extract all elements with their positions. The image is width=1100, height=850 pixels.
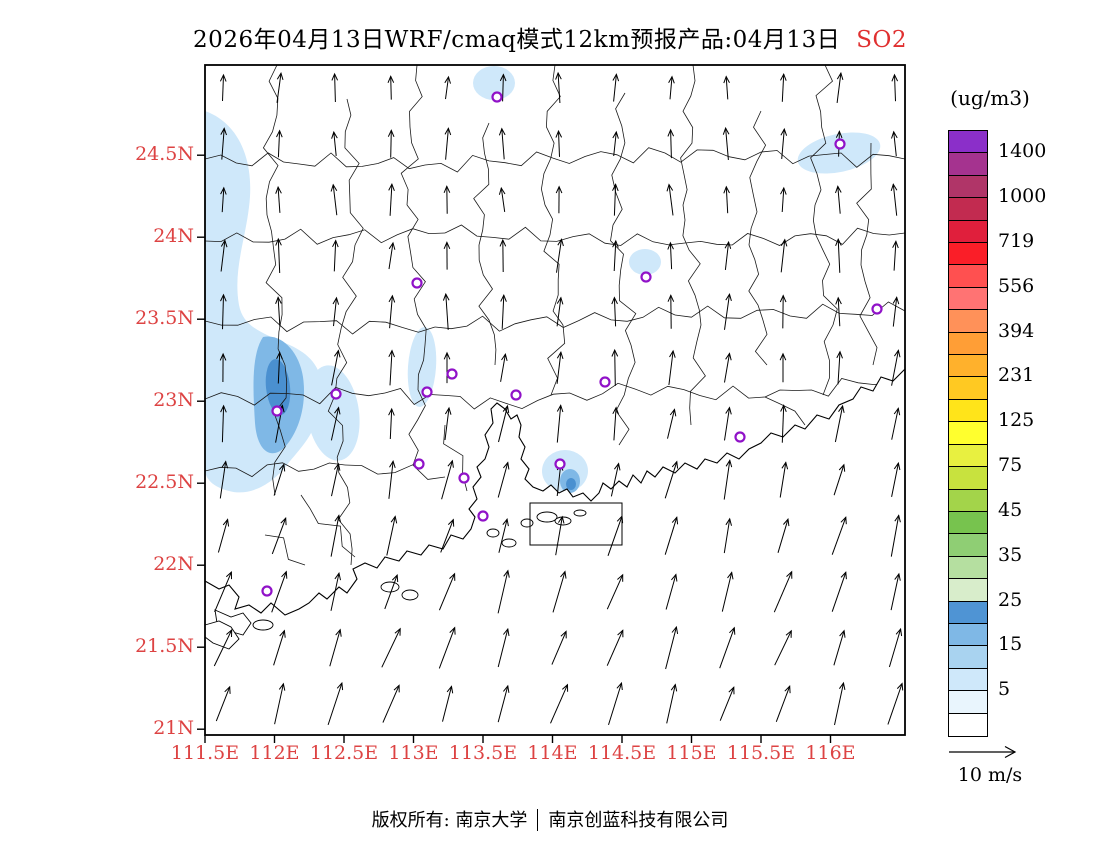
lon-tick-label: 113E xyxy=(388,742,439,764)
legend-cell xyxy=(949,153,987,176)
legend-cell xyxy=(949,624,987,646)
legend-cell xyxy=(949,310,987,333)
lat-tick-label: 22N xyxy=(153,553,194,576)
wind-vectors xyxy=(213,71,904,726)
legend-cell xyxy=(949,243,987,265)
lat-tick-label: 24N xyxy=(153,225,194,248)
study-region-box xyxy=(529,502,623,546)
legend-value: 45 xyxy=(998,499,1023,521)
legend-value: 15 xyxy=(998,633,1023,655)
legend-cell xyxy=(949,333,987,355)
coastline xyxy=(204,368,906,616)
legend-value: 1400 xyxy=(998,140,1047,162)
legend-cell xyxy=(949,467,987,490)
legend-value: 394 xyxy=(998,320,1035,342)
legend-cell xyxy=(949,377,987,400)
admin-boundaries xyxy=(205,65,905,566)
legend-cell xyxy=(949,490,987,512)
city-marker-icon xyxy=(554,458,566,470)
lon-tick-label: 114.5E xyxy=(587,742,657,764)
city-marker-icon xyxy=(510,389,522,401)
copyright-company: 南京创蓝科技有限公司 xyxy=(548,810,729,831)
city-marker-icon xyxy=(599,376,611,388)
legend-cell xyxy=(949,355,987,377)
legend-unit-label: (ug/m3) xyxy=(950,86,1030,110)
lat-tick-label: 23N xyxy=(153,389,194,412)
legend-cell xyxy=(949,714,987,736)
copyright: 版权所有: 南京大学 南京创蓝科技有限公司 xyxy=(0,806,1100,832)
chart-title-main: 2026年04月13日WRF/cmaq模式12km预报产品:04月13日 xyxy=(193,27,841,53)
lon-tick-label: 114E xyxy=(527,742,578,764)
lon-tick-label: 115.5E xyxy=(726,742,796,764)
lon-tick-label: 111.5E xyxy=(170,742,240,764)
legend-value: 5 xyxy=(998,678,1011,700)
lon-tick-label: 113.5E xyxy=(448,742,518,764)
lat-tick-label: 21N xyxy=(153,717,194,740)
city-marker-icon xyxy=(411,277,423,289)
city-marker-icon xyxy=(421,386,433,398)
legend-cell xyxy=(949,198,987,221)
legend-value: 719 xyxy=(998,230,1035,252)
city-station-markers xyxy=(261,91,883,597)
legend-cell xyxy=(949,602,987,624)
legend-cell xyxy=(949,534,987,557)
legend-cell xyxy=(949,445,987,467)
city-marker-icon xyxy=(458,472,470,484)
legend-value: 1000 xyxy=(998,185,1047,207)
city-marker-icon xyxy=(834,138,846,150)
chart-title: 2026年04月13日WRF/cmaq模式12km预报产品:04月13日 SO2 xyxy=(0,20,1100,54)
lon-tick-label: 116E xyxy=(805,742,856,764)
legend-cell xyxy=(949,691,987,714)
legend-cell xyxy=(949,512,987,534)
city-marker-icon xyxy=(271,405,283,417)
legend-value: 556 xyxy=(998,275,1035,297)
wind-scale-label: 10 m/s xyxy=(957,764,1023,786)
legend-cell xyxy=(949,400,987,422)
legend-cell xyxy=(949,265,987,288)
copyright-owner: 版权所有: 南京大学 xyxy=(371,810,528,831)
legend-value: 231 xyxy=(998,364,1035,386)
legend-cell xyxy=(949,646,987,669)
legend-value: 75 xyxy=(998,454,1023,476)
city-marker-icon xyxy=(477,510,489,522)
lat-tick-label: 24.5N xyxy=(135,143,194,166)
legend-value: 25 xyxy=(998,589,1023,611)
color-scale xyxy=(948,130,988,737)
legend-value: 125 xyxy=(998,409,1035,431)
legend-cell xyxy=(949,221,987,243)
city-marker-icon xyxy=(734,431,746,443)
city-marker-icon xyxy=(640,271,652,283)
legend-cell xyxy=(949,288,987,310)
lon-tick-label: 112.5E xyxy=(309,742,379,764)
so2-concentration-shading xyxy=(205,66,881,493)
legend-cell xyxy=(949,557,987,579)
wind-scale-arrow-icon xyxy=(949,745,1017,759)
city-marker-icon xyxy=(261,585,273,597)
legend-cell xyxy=(949,669,987,691)
city-marker-icon xyxy=(330,388,342,400)
lon-tick-label: 112E xyxy=(249,742,300,764)
copyright-divider xyxy=(537,809,539,831)
forecast-map xyxy=(197,64,906,743)
legend-cell xyxy=(949,131,987,153)
legend-cell xyxy=(949,579,987,602)
lat-tick-label: 22.5N xyxy=(135,471,194,494)
lat-tick-label: 21.5N xyxy=(135,635,194,658)
color-scale-labels: 1400 1000 719 556 394 231 125 75 45 35 25 15 5 xyxy=(998,130,1078,735)
chart-title-species: SO2 xyxy=(856,27,907,53)
islands xyxy=(204,509,587,650)
map-frame xyxy=(204,64,906,736)
city-marker-icon xyxy=(871,303,883,315)
lat-tick-label: 23.5N xyxy=(135,307,194,330)
city-marker-icon xyxy=(413,458,425,470)
legend-cell xyxy=(949,176,987,198)
legend-value: 35 xyxy=(998,544,1023,566)
lon-tick-label: 115E xyxy=(666,742,717,764)
legend-cell xyxy=(949,422,987,445)
city-marker-icon xyxy=(446,368,458,380)
city-marker-icon xyxy=(491,91,503,103)
